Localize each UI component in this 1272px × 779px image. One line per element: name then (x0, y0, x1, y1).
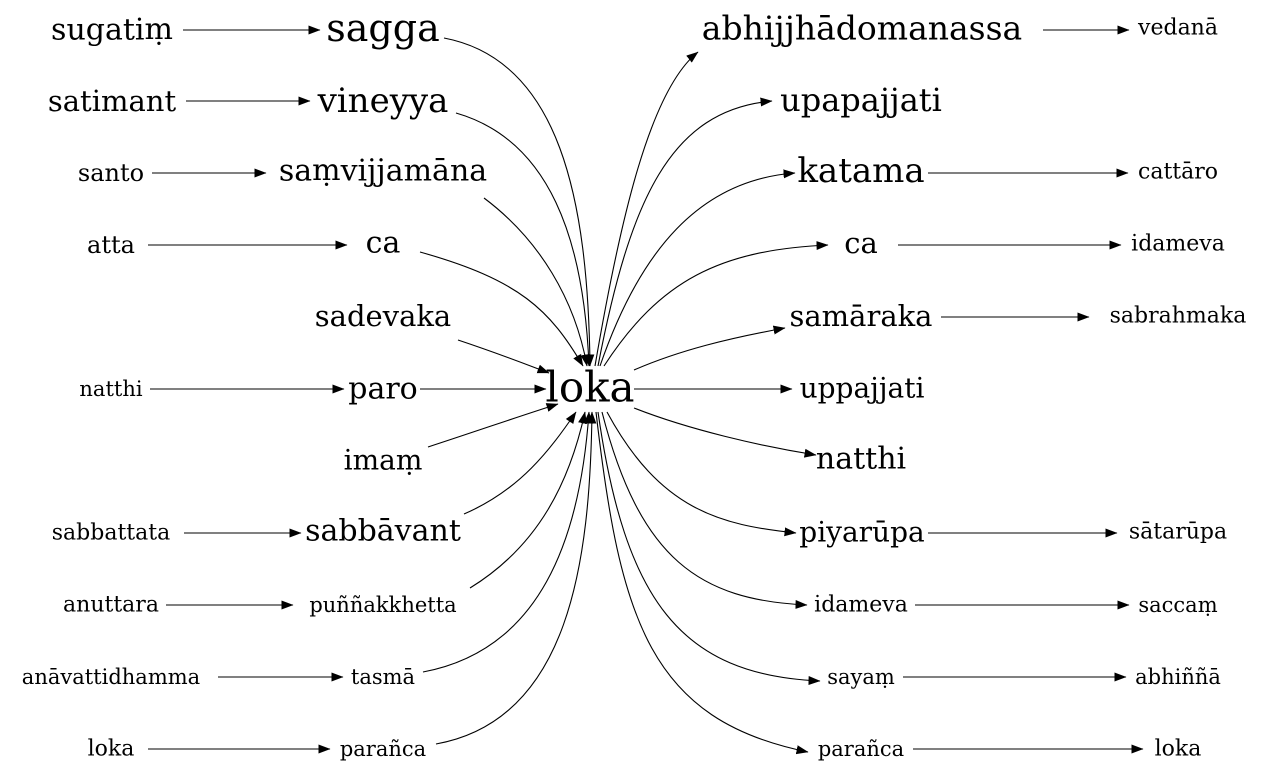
node-vineyya: vineyya (317, 81, 449, 121)
edge-sabbavant-loka (463, 411, 577, 515)
node-santo: santo (78, 159, 144, 187)
node-satimant: satimant (48, 84, 177, 118)
node-punnakkhetta: puññakkhetta (309, 593, 456, 617)
node-sabbattata: sabbattata (52, 521, 170, 546)
node-samaraka: samāraka (790, 299, 933, 333)
node-loka-left: loka (88, 737, 135, 762)
edges (148, 25, 1144, 755)
node-vedana: vedanā (1137, 16, 1218, 41)
node-katama: katama (797, 151, 924, 191)
edge-vineyya-loka (455, 112, 594, 367)
node-sabbavant: sabbāvant (305, 514, 461, 549)
edge-tasma-loka (422, 411, 593, 673)
node-imam: imaṃ (344, 444, 423, 477)
edge-loka-upapajjati (597, 97, 773, 367)
node-sayam: sayaṃ (827, 665, 895, 689)
node-loka-right: loka (1155, 737, 1202, 762)
node-upapajjati: upapajjati (780, 81, 942, 119)
node-idameva-bottom: idameva (814, 593, 908, 618)
node-paro: paro (348, 372, 418, 407)
edge-loka-abhijjhadomanassa (594, 51, 699, 367)
node-anavattidhamma: anāvattidhamma (22, 665, 200, 689)
edge-loka-paranca-right (595, 411, 809, 755)
edge-loka-idameva (601, 411, 808, 609)
edge-loka-samaraka (633, 325, 786, 371)
edge-sagga-loka (443, 37, 595, 367)
node-saccam: saccaṃ (1138, 593, 1217, 617)
node-anuttara: anuttara (63, 593, 159, 618)
edge-paranca-loka (435, 411, 597, 745)
node-uppajjati: uppajjati (800, 372, 925, 405)
node-ca-right: ca (844, 226, 878, 260)
edge-loka-sayam (597, 411, 821, 685)
node-abhijjhadomanassa: abhijjhādomanassa (702, 9, 1022, 48)
node-sadevaka: sadevaka (315, 299, 451, 333)
node-loka-center: loka (545, 363, 634, 412)
node-abhinna: abhiññā (1135, 665, 1221, 689)
node-paranca-left: parañca (340, 737, 426, 761)
node-natthi-right: natthi (816, 442, 906, 477)
edge-loka-katama (599, 169, 796, 367)
node-idameva-top: idameva (1131, 232, 1225, 257)
node-piyarupa: piyarūpa (799, 516, 924, 549)
edge-loka-ca (603, 241, 829, 367)
node-samvijjamana: saṃvijjamāna (279, 154, 487, 189)
node-natthi-left: natthi (79, 377, 142, 401)
node-tasma: tasmā (351, 665, 415, 689)
node-cattaro: cattāro (1138, 160, 1218, 185)
edge-loka-natthi (633, 407, 817, 458)
node-sugatim: sugatiṃ (51, 13, 173, 48)
node-sagga: sagga (326, 6, 439, 50)
node-paranca-right: parañca (818, 737, 904, 761)
edge-samvijjamana-loka (483, 197, 590, 367)
edge-imam-loka (427, 403, 559, 448)
node-ca-left: ca (366, 226, 401, 261)
edge-punnakkhetta-loka (469, 411, 587, 589)
edge-loka-piyarupa (606, 411, 797, 537)
node-satarupa: sātarūpa (1129, 520, 1227, 545)
node-atta: atta (87, 231, 135, 259)
nodes: sugatiṃ satimant santo atta natthi sabba… (22, 6, 1247, 762)
edge-sadevaka-loka (457, 339, 550, 374)
edge-ca-loka (419, 251, 584, 367)
node-sabrahmaka: sabrahmaka (1110, 304, 1247, 329)
